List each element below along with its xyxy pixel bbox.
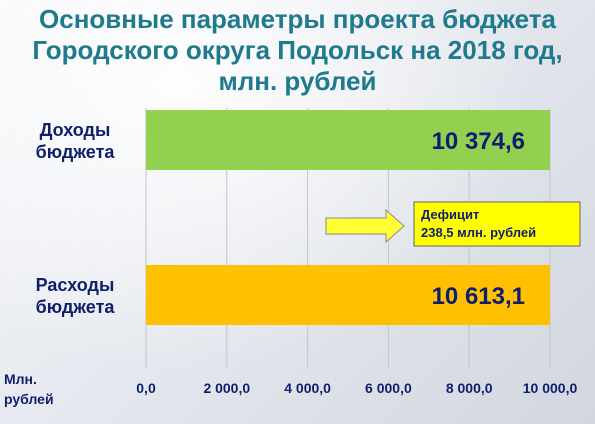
deficit-box: [413, 201, 581, 247]
tick-label-2: 4 000,0: [284, 380, 331, 396]
bar-value-label-1: 10 613,1: [432, 283, 525, 310]
bars: 10 374,6 10 613,1: [146, 110, 550, 325]
tick-label-0: 0,0: [136, 380, 156, 396]
deficit-text-line-0: Дефицит: [421, 207, 479, 222]
axis-unit-line-0: Млн.: [4, 371, 37, 387]
bar-1: [146, 265, 550, 325]
title-line-1: Основные параметры проекта бюджета: [39, 4, 556, 34]
title-line-3: млн. рублей: [218, 66, 377, 96]
tick-label-3: 6 000,0: [365, 380, 412, 396]
bar-0: [146, 110, 550, 170]
category-label-0-line-1: бюджета: [36, 142, 116, 162]
tick-label-1: 2 000,0: [203, 380, 250, 396]
arrow-right-icon: [325, 208, 405, 244]
bar-value-label-0: 10 374,6: [432, 128, 525, 155]
deficit-text-line-1: 238,5 млн. рублей: [421, 225, 536, 240]
category-label-1-line-1: бюджета: [36, 297, 116, 317]
axis-unit-line-1: рублей: [4, 391, 54, 407]
title-line-2: Городского округа Подольск на 2018 год,: [32, 35, 563, 65]
page-title: Основные параметры проекта бюджета Город…: [0, 4, 595, 97]
category-label-0-line-0: Доходы: [40, 120, 111, 140]
deficit-callout: Дефицит 238,5 млн. рублей: [325, 201, 581, 247]
tick-label-4: 8 000,0: [446, 380, 493, 396]
category-label-1-line-0: Расходы: [36, 275, 115, 295]
tick-labels: 0,0 2 000,0 4 000,0 6 000,0 8 000,0 10 000,0: [136, 380, 577, 396]
tick-label-5: 10 000,0: [523, 380, 578, 396]
axis-unit-label: Млн. рублей: [4, 371, 54, 407]
